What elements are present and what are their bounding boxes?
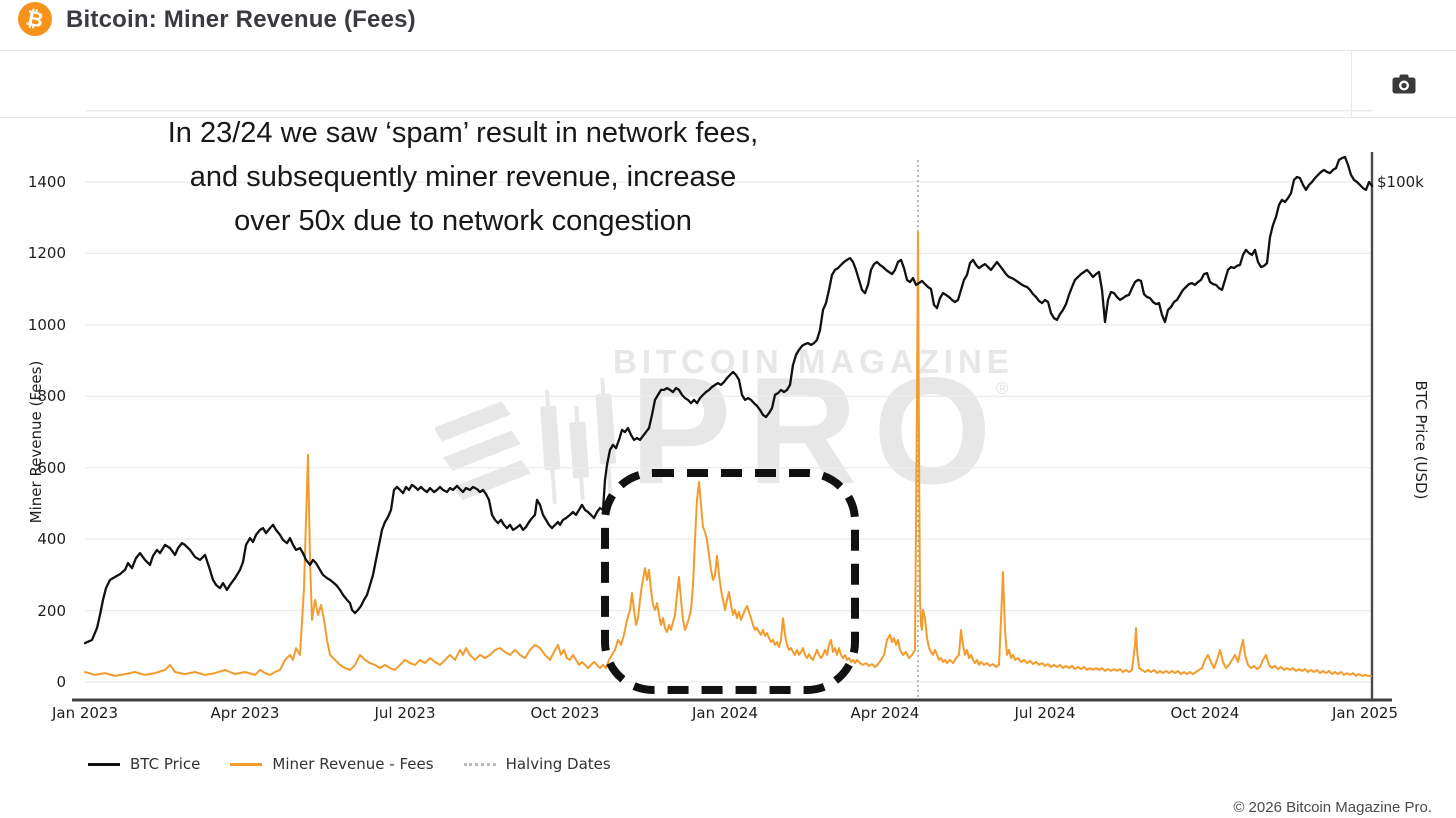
legend-item[interactable]: BTC Price [88,755,200,773]
y-tick-label: 200 [37,601,66,620]
y-tick-label: 0 [56,673,66,691]
annotation-line: In 23/24 we saw ‘spam’ result in network… [167,117,759,149]
x-tick-label: Jan 2023 [51,704,119,722]
legend-label: BTC Price [130,755,201,773]
x-tick-label: Apr 2023 [210,704,280,722]
page-title: Bitcoin: Miner Revenue (Fees) [66,6,416,33]
x-tick-label: Jul 2024 [1014,704,1076,722]
y-tick-label: 1000 [27,315,66,334]
y-tick-label: 600 [37,458,66,477]
btc-price-line [83,155,1374,645]
legend-item[interactable]: Halving Dates [463,755,611,773]
header-bar: ₿ Bitcoin: Miner Revenue (Fees) [0,0,1456,51]
y-tick-label: 1400 [27,173,66,191]
legend-item[interactable]: Miner Revenue - Fees [230,755,434,773]
watermark-pro-text: PRO [630,346,1008,516]
x-tick-label: Jan 2024 [691,704,759,722]
x-tick-label: Oct 2023 [530,704,600,722]
right-axis-tick-100k: $100k [1377,173,1424,191]
watermark-text: BITCOIN MAGAZINE [613,343,1014,380]
annotation-line: and subsequently miner revenue, increase [189,161,737,193]
y-axis-title-left: Miner Revenue (Fees) [27,360,45,524]
bitcoin-logo-icon: ₿ [18,2,52,36]
y-tick-label: 800 [37,387,66,406]
legend-label: Halving Dates [505,755,611,773]
camera-icon [1392,74,1416,94]
x-tick-label: Apr 2024 [850,704,920,722]
highlight-box [601,469,859,694]
chart-area[interactable]: BITCOIN MAGAZINE PRO ® In 23/24 we saw ‘… [0,109,1456,818]
x-tick-label: Jul 2023 [374,704,436,722]
y-axis-title-right: BTC Price (USD) [1412,380,1430,500]
footer-copyright: © 2026 Bitcoin Magazine Pro. [1233,799,1432,816]
legend-swatch [88,762,120,766]
toolbar [0,51,1456,118]
registered-mark: ® [996,379,1009,398]
legend: BTC Price Miner Revenue - Fees Halving Dat… [88,755,611,773]
legend-swatch [230,762,263,766]
watermark: BITCOIN MAGAZINE PRO ® [430,337,1030,547]
annotation-line: over 50x due to network congestion [234,205,692,237]
legend-swatch [463,762,496,766]
y-tick-label: 1200 [27,244,66,263]
annotation-text: In 23/24 we saw ‘spam’ result in network… [60,111,866,243]
fees-line [84,231,1372,677]
screenshot-button[interactable] [1351,51,1456,117]
y-tick-label: 400 [37,530,66,549]
x-tick-label: Oct 2024 [1170,704,1240,722]
x-tick-label: Jan 2025 [1331,704,1399,722]
legend-label: Miner Revenue - Fees [272,755,434,773]
